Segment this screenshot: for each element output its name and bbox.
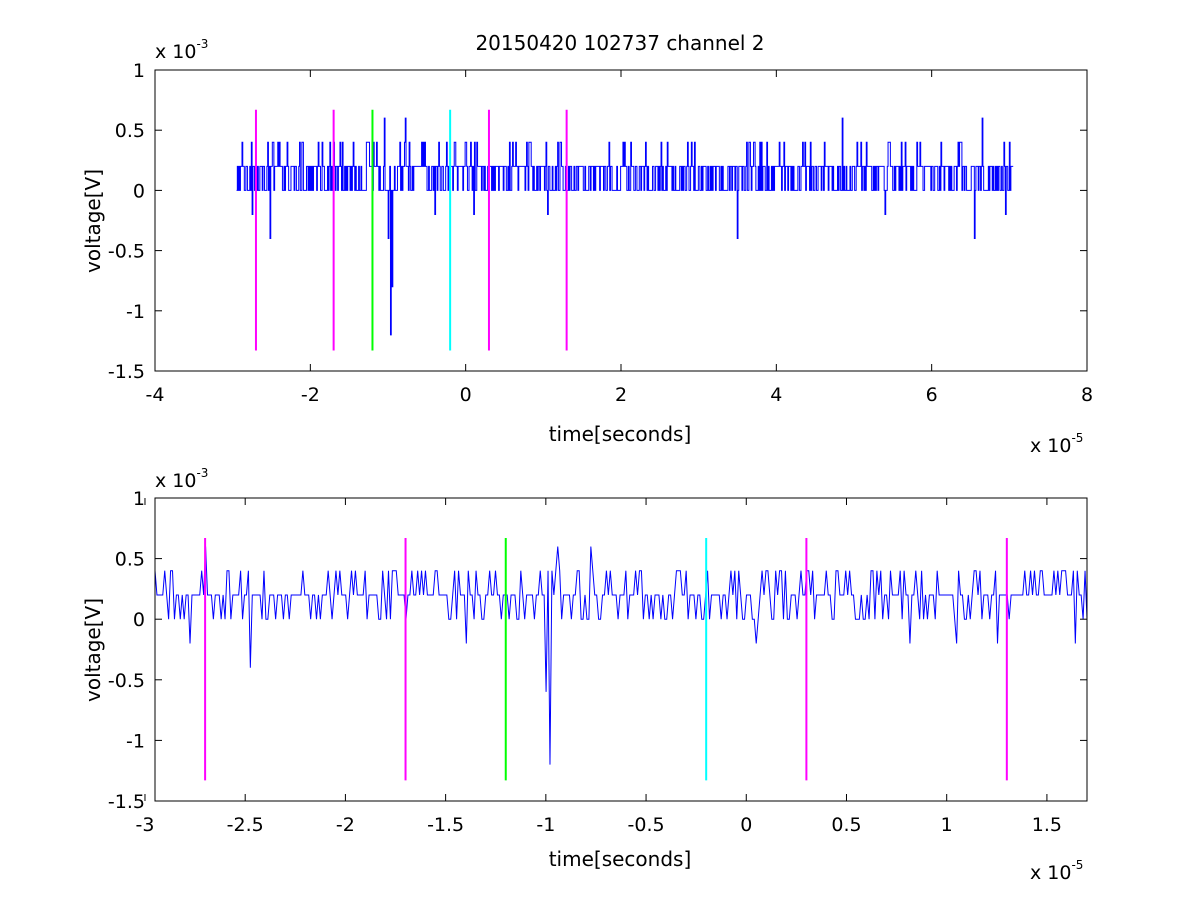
top-xtick-label: 6 — [926, 384, 938, 406]
bottom-xtick-label: 1 — [941, 814, 953, 836]
bottom-xtick-label: -2 — [336, 814, 355, 836]
bottom-xtick-label: -1 — [536, 814, 555, 836]
top-xtick-label: 4 — [770, 384, 782, 406]
top-y-exponent: x 10-3 — [155, 37, 208, 63]
bottom-marker-layer — [204, 537, 1008, 781]
bottom-xtick-label: 0.5 — [831, 814, 861, 836]
bottom-subplot: -3 -2.5 -2 -1.5 -1 -0.5 0 0.5 1 1.5 -1.5 -1 -0.5 0 0.… — [81, 466, 1088, 884]
top-ytick-label: 0.5 — [115, 120, 145, 142]
bottom-y-exponent-base: x 10 — [155, 470, 196, 492]
top-xtick-label: 0 — [460, 384, 472, 406]
bottom-x-exponent-base: x 10 — [1030, 862, 1071, 884]
top-x-exponent: x 10-5 — [1030, 431, 1083, 457]
bottom-xtick-label: -2.5 — [227, 814, 264, 836]
bottom-y-axis-label: voltage[V] — [81, 598, 105, 702]
bottom-x-axis-label: time[seconds] — [549, 847, 692, 871]
top-xtick-label: 8 — [1081, 384, 1093, 406]
top-yticks: -1.5 -1 -0.5 0 0.5 1 — [108, 60, 1087, 383]
bottom-ytick-label: 0 — [133, 609, 145, 631]
bottom-ytick-label: 0.5 — [115, 549, 145, 571]
top-signal-line — [236, 117, 1014, 336]
bottom-xtick-label: -0.5 — [628, 814, 665, 836]
top-x-axis-label: time[seconds] — [549, 422, 692, 446]
bottom-signal-layer — [154, 546, 1088, 765]
top-y-exponent-base: x 10 — [155, 41, 196, 63]
bottom-ytick-label: 1 — [133, 488, 145, 510]
bottom-xtick-label: 0 — [740, 814, 752, 836]
figure-title: 20150420 102737 channel 2 — [475, 31, 764, 55]
bottom-ytick-label: -0.5 — [108, 670, 145, 692]
top-x-exponent-base: x 10 — [1030, 435, 1071, 457]
top-signal-layer — [236, 117, 1014, 336]
bottom-yticks: -1.5 -1 -0.5 0 0.5 1 — [108, 488, 1087, 813]
bottom-xtick-label: 1.5 — [1032, 814, 1062, 836]
top-axes-frame — [154, 69, 1088, 372]
bottom-x-exponent-power: -5 — [1071, 858, 1083, 872]
bottom-xticks: -3 -2.5 -2 -1.5 -1 -0.5 0 0.5 1 1.5 — [136, 498, 1062, 836]
top-subplot: -4 -2 0 2 4 6 8 -1.5-1-0.500.51 time[seconds] … — [81, 37, 1093, 457]
bottom-signal-line — [154, 546, 1088, 765]
top-marker-layer — [254, 109, 568, 351]
bottom-y-exponent: x 10-3 — [155, 466, 208, 492]
top-xticks: -4 -2 0 2 4 6 8 — [146, 70, 1093, 406]
bottom-xtick-label: -1.5 — [427, 814, 464, 836]
top-ytick-label: -0.5 — [108, 241, 145, 263]
top-xtick-label: -2 — [301, 384, 320, 406]
top-ytick-label: 0 — [133, 180, 145, 202]
top-y-exponent-power: -3 — [196, 37, 208, 51]
top-ytick-label: 1 — [133, 60, 145, 82]
top-x-exponent-power: -5 — [1071, 431, 1083, 445]
top-xtick-label: 2 — [615, 384, 627, 406]
bottom-axes-frame — [154, 497, 1088, 802]
top-y-axis-label: voltage[V] — [81, 169, 105, 273]
bottom-x-exponent: x 10-5 — [1030, 858, 1083, 884]
top-ytick-label: -1 — [126, 301, 145, 323]
bottom-ytick-label: -1.5 — [108, 791, 145, 813]
bottom-ytick-label: -1 — [126, 730, 145, 752]
bottom-xtick-label: -3 — [136, 814, 155, 836]
bottom-y-exponent-power: -3 — [196, 466, 208, 480]
top-ytick-label: -1.5 — [108, 361, 145, 383]
top-xtick-label: -4 — [146, 384, 165, 406]
